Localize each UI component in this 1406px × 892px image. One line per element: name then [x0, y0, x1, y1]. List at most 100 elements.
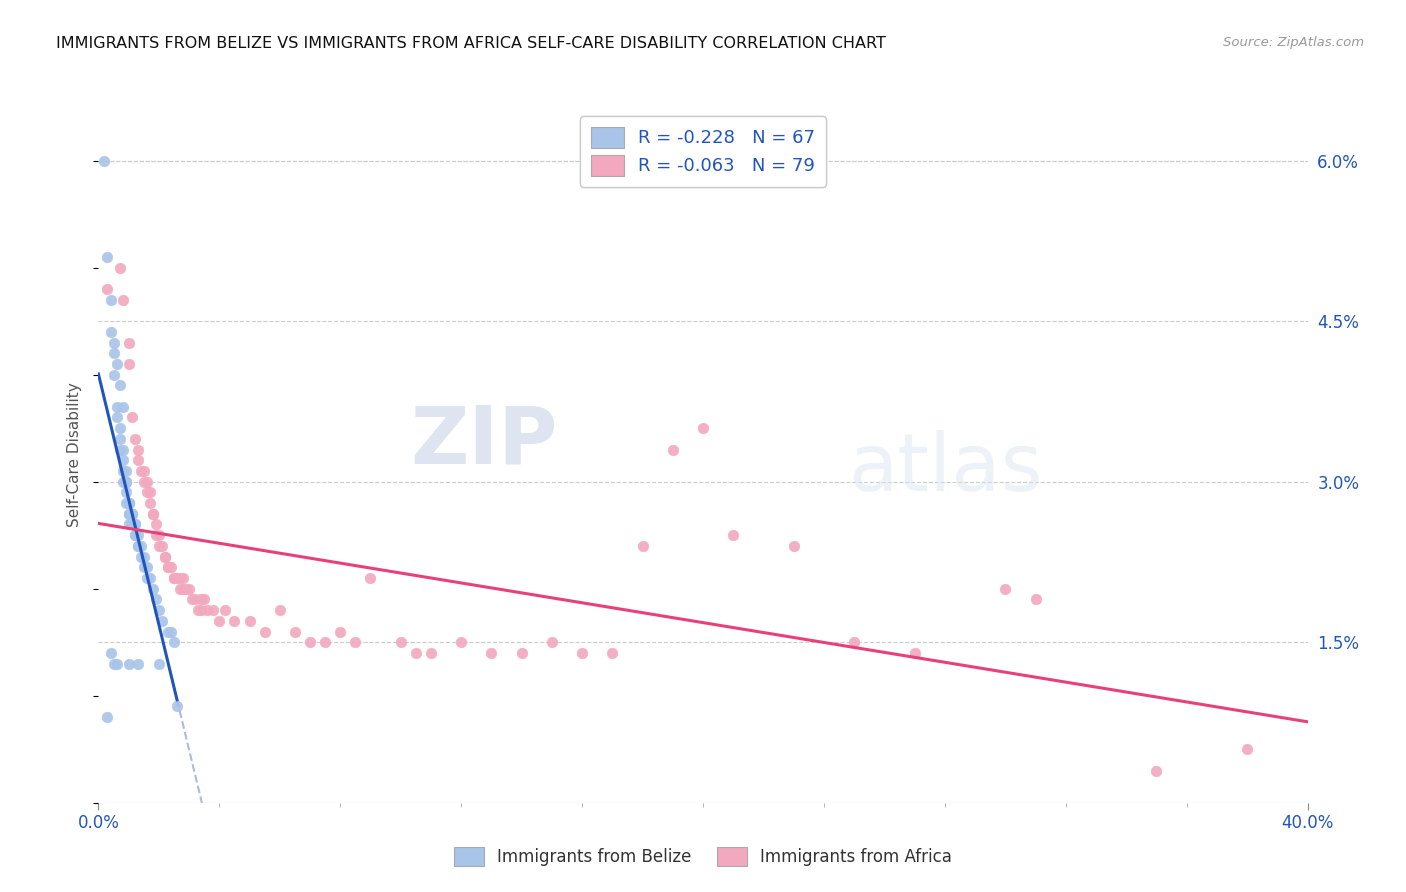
Point	[114, 475, 136, 489]
Point	[103, 657, 125, 671]
Point	[510, 646, 533, 660]
Point	[314, 635, 336, 649]
Point	[111, 442, 134, 457]
Point	[160, 624, 183, 639]
Point	[132, 475, 155, 489]
Point	[662, 442, 685, 457]
Point	[450, 635, 472, 649]
Point	[187, 603, 209, 617]
Point	[132, 560, 155, 574]
Point	[420, 646, 443, 660]
Point	[139, 571, 162, 585]
Point	[129, 549, 152, 564]
Point	[169, 582, 191, 596]
Point	[284, 624, 307, 639]
Point	[121, 517, 143, 532]
Point	[127, 657, 149, 671]
Legend: Immigrants from Belize, Immigrants from Africa: Immigrants from Belize, Immigrants from …	[446, 838, 960, 875]
Point	[118, 496, 141, 510]
Point	[135, 571, 157, 585]
Point	[160, 560, 183, 574]
Point	[329, 624, 352, 639]
Point	[111, 475, 134, 489]
Point	[994, 582, 1017, 596]
Point	[114, 496, 136, 510]
Point	[132, 549, 155, 564]
Point	[135, 560, 157, 574]
Point	[156, 560, 179, 574]
Text: ZIP: ZIP	[411, 402, 558, 480]
Point	[631, 539, 654, 553]
Point	[148, 539, 170, 553]
Text: atlas: atlas	[848, 430, 1042, 508]
Text: Source: ZipAtlas.com: Source: ZipAtlas.com	[1223, 36, 1364, 49]
Point	[118, 496, 141, 510]
Point	[118, 507, 141, 521]
Point	[156, 624, 179, 639]
Point	[118, 335, 141, 350]
Point	[118, 507, 141, 521]
Point	[148, 528, 170, 542]
Point	[135, 475, 157, 489]
Point	[114, 464, 136, 478]
Point	[100, 293, 122, 307]
Point	[108, 260, 131, 275]
Point	[129, 539, 152, 553]
Point	[118, 657, 141, 671]
Point	[100, 325, 122, 339]
Point	[124, 528, 146, 542]
Point	[111, 464, 134, 478]
Point	[105, 657, 128, 671]
Point	[124, 432, 146, 446]
Point	[93, 153, 115, 168]
Point	[96, 710, 118, 724]
Text: IMMIGRANTS FROM BELIZE VS IMMIGRANTS FROM AFRICA SELF-CARE DISABILITY CORRELATIO: IMMIGRANTS FROM BELIZE VS IMMIGRANTS FRO…	[56, 36, 886, 51]
Point	[121, 410, 143, 425]
Point	[239, 614, 262, 628]
Point	[127, 539, 149, 553]
Point	[181, 592, 204, 607]
Point	[100, 646, 122, 660]
Point	[360, 571, 382, 585]
Point	[150, 539, 173, 553]
Point	[111, 293, 134, 307]
Point	[114, 475, 136, 489]
Point	[214, 603, 236, 617]
Point	[108, 432, 131, 446]
Y-axis label: Self-Care Disability: Self-Care Disability	[67, 383, 83, 527]
Point	[405, 646, 427, 660]
Point	[108, 421, 131, 435]
Point	[163, 635, 186, 649]
Point	[224, 614, 246, 628]
Point	[118, 357, 141, 371]
Point	[163, 571, 186, 585]
Point	[108, 378, 131, 392]
Point	[105, 400, 128, 414]
Point	[253, 624, 276, 639]
Point	[169, 571, 191, 585]
Point	[202, 603, 225, 617]
Point	[96, 250, 118, 264]
Point	[481, 646, 503, 660]
Point	[269, 603, 291, 617]
Point	[139, 485, 162, 500]
Point	[193, 592, 215, 607]
Point	[148, 603, 170, 617]
Point	[139, 496, 162, 510]
Point	[904, 646, 927, 660]
Point	[103, 368, 125, 382]
Legend: R = -0.228   N = 67, R = -0.063   N = 79: R = -0.228 N = 67, R = -0.063 N = 79	[581, 116, 825, 186]
Point	[135, 485, 157, 500]
Point	[121, 507, 143, 521]
Point	[111, 400, 134, 414]
Point	[571, 646, 593, 660]
Point	[389, 635, 412, 649]
Point	[145, 517, 167, 532]
Point	[145, 528, 167, 542]
Point	[142, 582, 165, 596]
Point	[105, 410, 128, 425]
Point	[148, 657, 170, 671]
Point	[124, 528, 146, 542]
Point	[208, 614, 231, 628]
Point	[124, 517, 146, 532]
